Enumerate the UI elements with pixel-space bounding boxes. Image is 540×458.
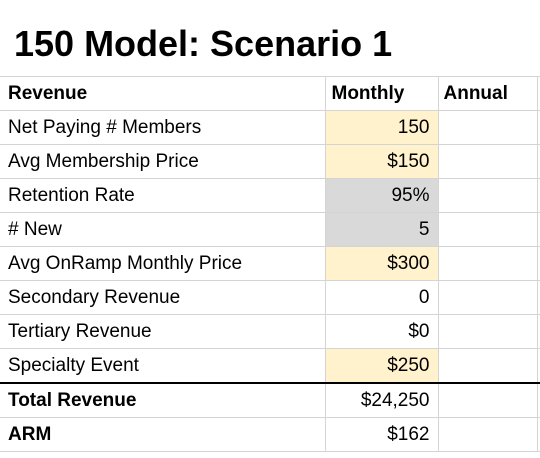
- row-annual-specialty-event[interactable]: [438, 348, 538, 384]
- row-monthly-net-paying-members[interactable]: 150: [325, 110, 439, 145]
- table-row: Net Paying # Members 150: [0, 110, 540, 145]
- table-row: # New 5: [0, 212, 540, 247]
- row-label-retention-rate[interactable]: Retention Rate: [0, 178, 326, 213]
- row-label-tertiary-revenue[interactable]: Tertiary Revenue: [0, 314, 326, 349]
- row-annual-avg-onramp-monthly-price[interactable]: [438, 246, 538, 281]
- edge-cell[interactable]: [537, 212, 540, 247]
- row-label-secondary-revenue[interactable]: Secondary Revenue: [0, 280, 326, 315]
- row-monthly-retention-rate[interactable]: 95%: [325, 178, 439, 213]
- header-row: Revenue Monthly Annual: [0, 77, 540, 111]
- edge-cell[interactable]: [537, 178, 540, 213]
- row-annual-total-revenue[interactable]: [438, 382, 538, 418]
- edge-cell[interactable]: [537, 382, 540, 418]
- row-annual-retention-rate[interactable]: [438, 178, 538, 213]
- edge-cell[interactable]: [537, 246, 540, 281]
- row-annual-arm[interactable]: [438, 417, 538, 452]
- row-annual-secondary-revenue[interactable]: [438, 280, 538, 315]
- edge-cell[interactable]: [537, 110, 540, 145]
- revenue-table: Revenue Monthly Annual Net Paying # Memb…: [0, 77, 540, 452]
- row-monthly-tertiary-revenue[interactable]: $0: [325, 314, 439, 349]
- row-annual-tertiary-revenue[interactable]: [438, 314, 538, 349]
- row-label-arm[interactable]: ARM: [0, 417, 326, 452]
- row-label-avg-membership-price[interactable]: Avg Membership Price: [0, 144, 326, 179]
- row-label-new[interactable]: # New: [0, 212, 326, 247]
- row-label-specialty-event[interactable]: Specialty Event: [0, 348, 326, 384]
- table-row: Avg Membership Price $150: [0, 144, 540, 179]
- arm-row: ARM $162: [0, 417, 540, 452]
- header-monthly-cell[interactable]: Monthly: [325, 77, 439, 111]
- header-revenue-cell[interactable]: Revenue: [0, 77, 326, 111]
- table-row: Retention Rate 95%: [0, 178, 540, 213]
- row-label-net-paying-members[interactable]: Net Paying # Members: [0, 110, 326, 145]
- edge-cell[interactable]: [537, 144, 540, 179]
- edge-cell[interactable]: [537, 417, 540, 452]
- row-annual-avg-membership-price[interactable]: [438, 144, 538, 179]
- sheet-title[interactable]: 150 Model: Scenario 1: [14, 23, 393, 64]
- row-monthly-secondary-revenue[interactable]: 0: [325, 280, 439, 315]
- table-row: Tertiary Revenue $0: [0, 314, 540, 349]
- table-row: Secondary Revenue 0: [0, 280, 540, 315]
- total-revenue-row: Total Revenue $24,250: [0, 382, 540, 418]
- table-row: Avg OnRamp Monthly Price $300: [0, 246, 540, 281]
- row-label-avg-onramp-monthly-price[interactable]: Avg OnRamp Monthly Price: [0, 246, 326, 281]
- row-label-total-revenue[interactable]: Total Revenue: [0, 382, 326, 418]
- title-row: 150 Model: Scenario 1: [0, 0, 540, 77]
- row-monthly-avg-membership-price[interactable]: $150: [325, 144, 439, 179]
- row-monthly-total-revenue[interactable]: $24,250: [325, 382, 439, 418]
- row-monthly-new[interactable]: 5: [325, 212, 439, 247]
- table-row: Specialty Event $250: [0, 348, 540, 384]
- edge-cell[interactable]: [537, 77, 540, 111]
- edge-cell[interactable]: [537, 280, 540, 315]
- row-monthly-specialty-event[interactable]: $250: [325, 348, 439, 384]
- row-monthly-avg-onramp-monthly-price[interactable]: $300: [325, 246, 439, 281]
- row-annual-net-paying-members[interactable]: [438, 110, 538, 145]
- header-annual-cell[interactable]: Annual: [438, 77, 538, 111]
- edge-cell[interactable]: [537, 314, 540, 349]
- row-monthly-arm[interactable]: $162: [325, 417, 439, 452]
- row-annual-new[interactable]: [438, 212, 538, 247]
